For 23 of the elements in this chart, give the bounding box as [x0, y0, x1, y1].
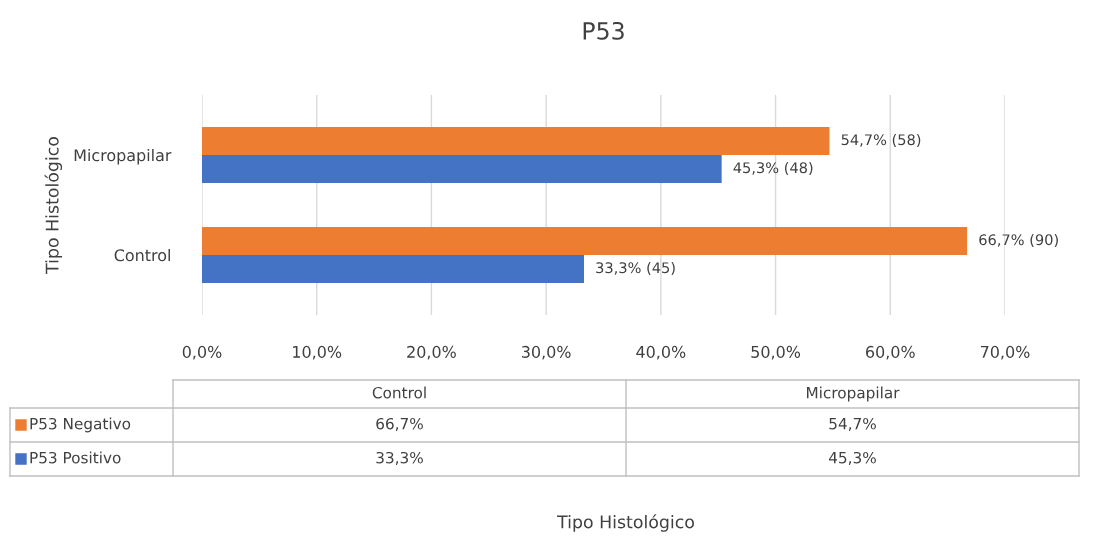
x-tick-label: 60,0% [866, 345, 915, 360]
text: 33,3% [376, 451, 423, 465]
category-label: Control [372, 386, 426, 399]
text: 45,3% [828, 451, 876, 465]
data-label: 33,3% (45) [596, 261, 675, 275]
text: 66,7% [376, 417, 423, 431]
legend-label: P53 Positivo [30, 451, 121, 464]
legend-label: P53 Negativo [30, 417, 131, 433]
text: Tipo Histológico [557, 514, 694, 532]
x-tick-label: 70,0% [980, 345, 1030, 360]
chart-title: P53 [583, 21, 624, 40]
x-tick-label: 0,0% [182, 345, 222, 360]
data-label: 45,3% (48) [733, 161, 813, 175]
x-tick-label: 30,0% [521, 345, 571, 360]
text: 54,7% [829, 417, 876, 431]
category-label: Micropapilar [807, 386, 900, 402]
y-axis-title: Tipo Histológico [44, 137, 63, 274]
data-label: 66,7% (90) [979, 233, 1058, 247]
x-tick-label: 50,0% [751, 345, 801, 360]
data-label: 54,7% (58) [841, 133, 921, 147]
x-tick-label: 40,0% [636, 345, 686, 360]
x-tick-label: 10,0% [293, 345, 342, 360]
x-tick-label: 20,0% [407, 345, 456, 360]
